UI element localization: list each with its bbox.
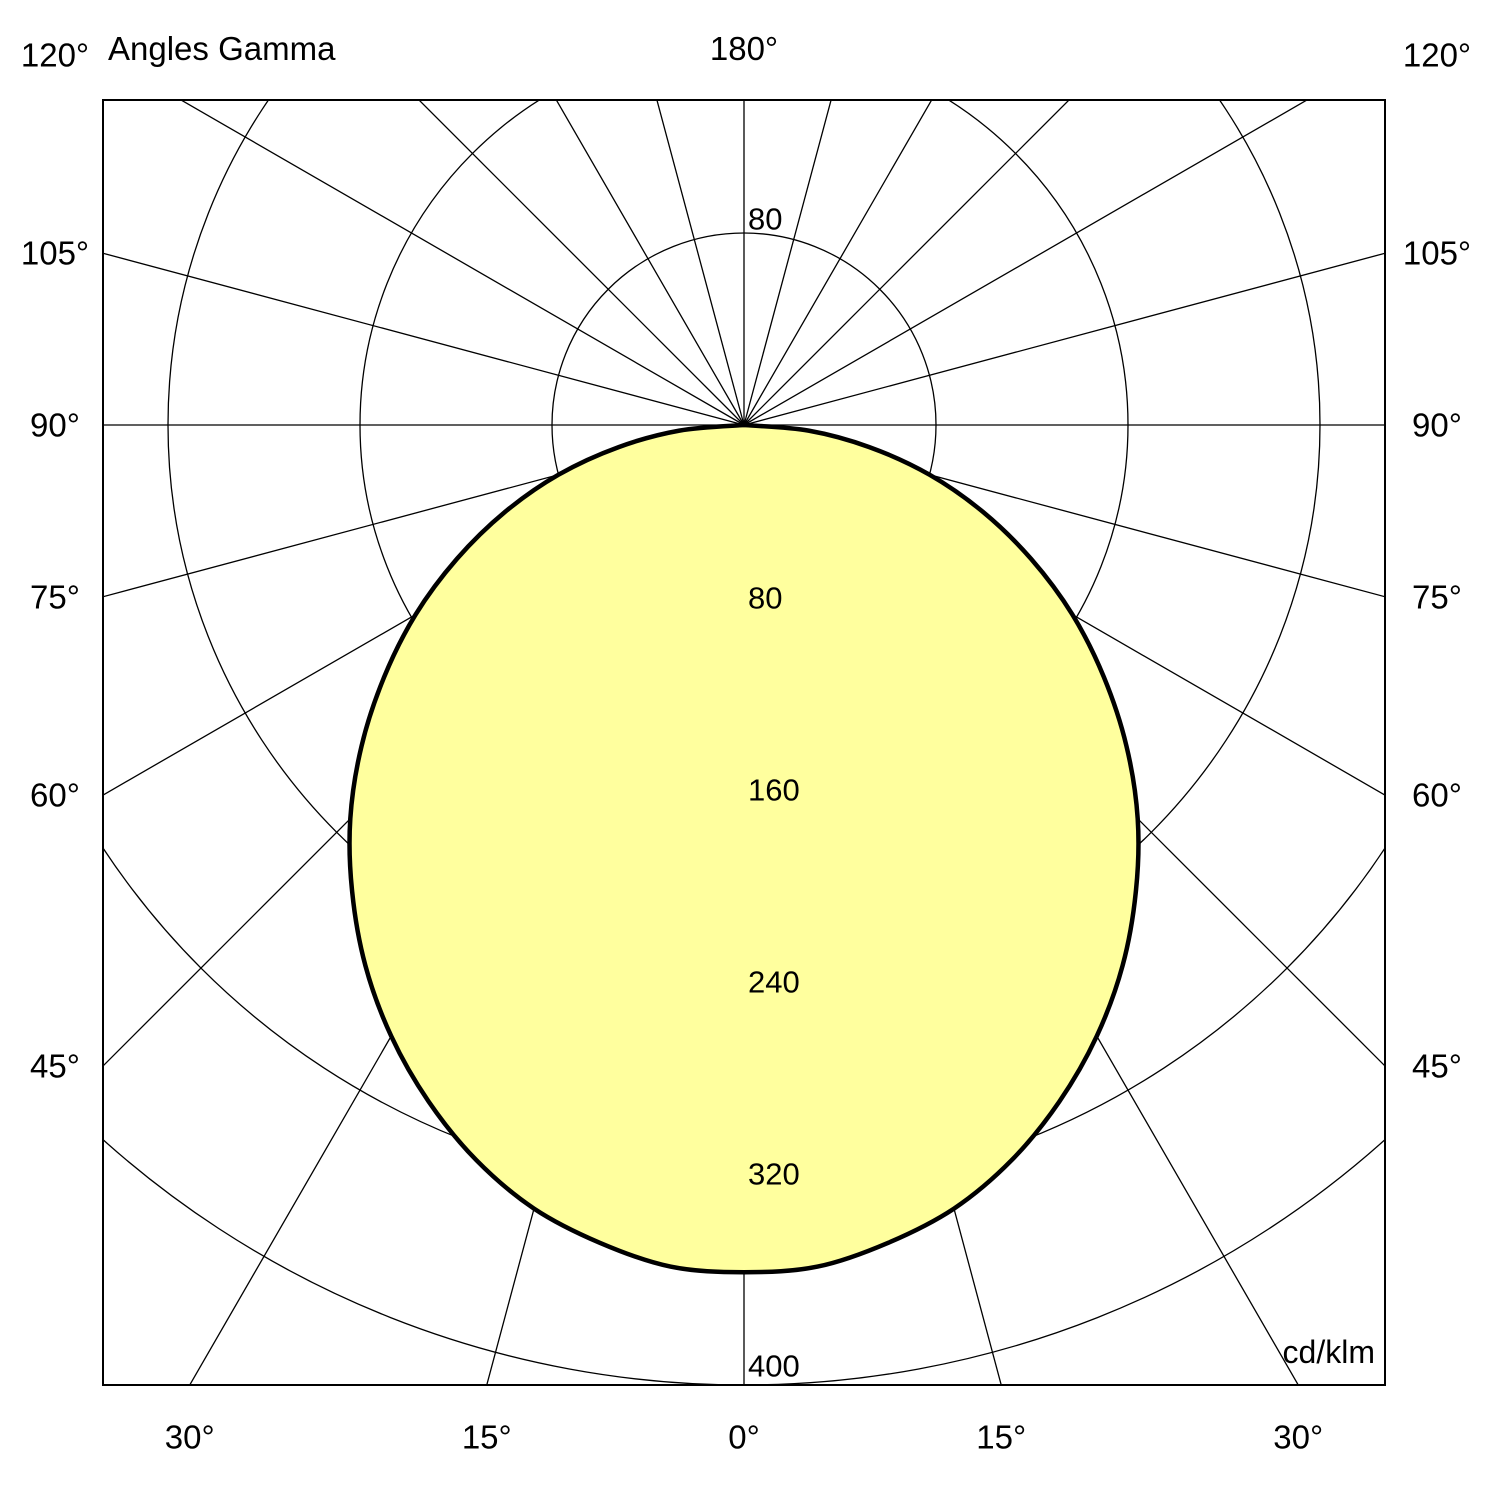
gamma-label-bottom-15: 15°	[976, 1418, 1027, 1456]
unit-label: cd/klm	[1282, 1334, 1375, 1370]
gamma-label-left-45: 45°	[30, 1047, 80, 1085]
gamma-label-left-105: 105°	[20, 234, 90, 272]
gamma-label-top-180: 180°	[709, 30, 779, 67]
ring-label-top-80: 80	[748, 201, 783, 237]
gamma-label-right-60: 60°	[1412, 776, 1462, 814]
gamma-label-right-90: 90°	[1412, 406, 1462, 444]
gamma-label-bottom--30: 30°	[164, 1418, 215, 1456]
ring-label-320: 320	[748, 1156, 800, 1192]
chart-title: Angles Gamma	[108, 30, 336, 67]
ring-label-160: 160	[748, 772, 800, 808]
gamma-label-right-105: 105°	[1402, 234, 1472, 272]
gamma-label-left-75: 75°	[30, 578, 80, 616]
ring-label-80: 80	[748, 580, 783, 616]
gamma-label-bottom--15: 15°	[461, 1418, 512, 1456]
gamma-label-left-60: 60°	[30, 776, 80, 814]
ring-label-240: 240	[748, 964, 800, 1000]
gamma-label-left-120: 120°	[20, 36, 90, 74]
ring-label-400: 400	[748, 1348, 800, 1384]
gamma-label-bottom-30: 30°	[1273, 1418, 1324, 1456]
intensity-curve	[347, 422, 1141, 1275]
gamma-label-bottom-0: 0°	[728, 1418, 760, 1456]
gamma-label-left-90: 90°	[30, 406, 80, 444]
gamma-label-right-45: 45°	[1412, 1047, 1462, 1085]
gamma-label-right-75: 75°	[1412, 578, 1462, 616]
gamma-label-right-120: 120°	[1402, 36, 1472, 74]
